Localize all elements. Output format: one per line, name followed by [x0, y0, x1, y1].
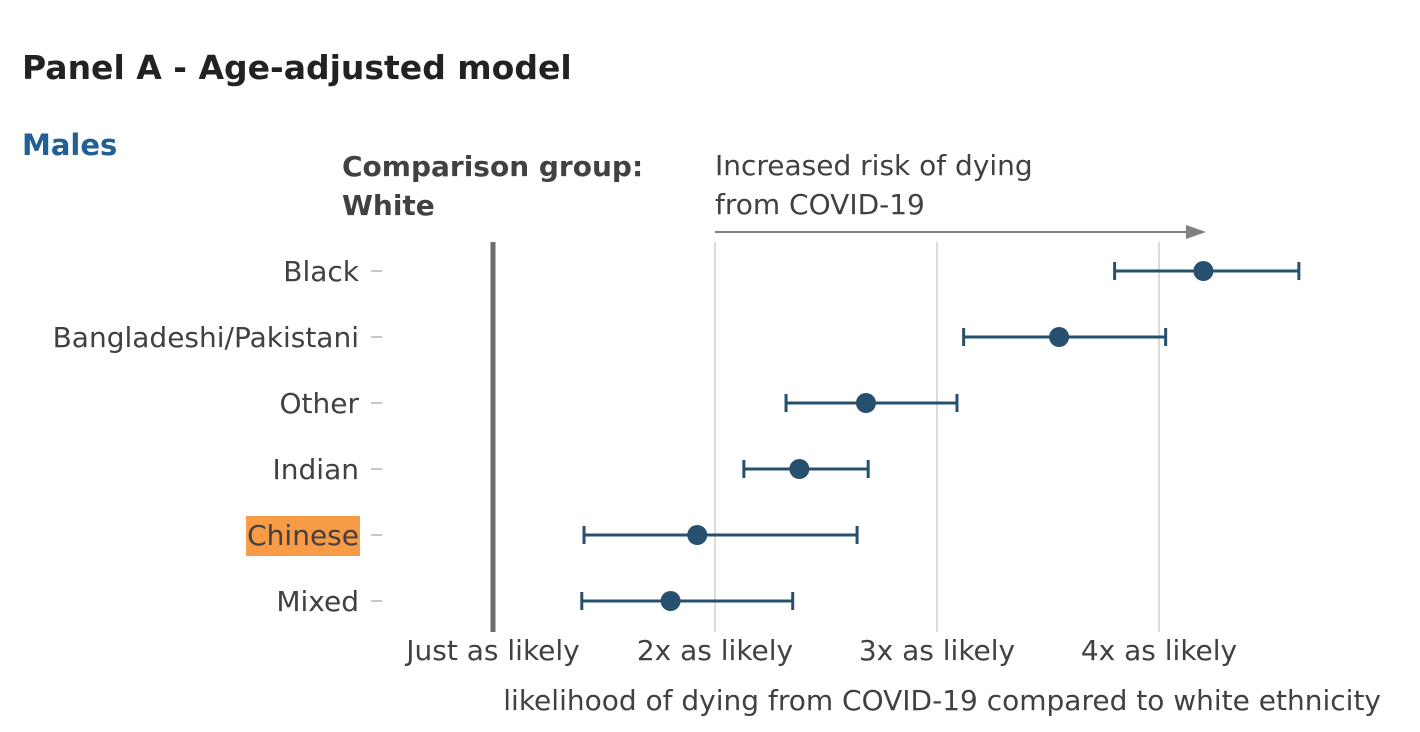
- x-axis-ticks: Just as likely 2x as likely 3x as likely 4x…: [404, 634, 1237, 667]
- point-other: [855, 393, 876, 413]
- points: [660, 261, 1214, 611]
- x-tick-label: Just as likely: [404, 634, 579, 667]
- annotation-line1: Increased risk of dying: [715, 149, 1033, 182]
- category-label-bangladeshi-pakistani: Bangladeshi/Pakistani: [53, 321, 359, 354]
- point-chinese: [687, 525, 708, 545]
- annotation-arrow-head: [1186, 225, 1206, 239]
- x-tick-label: 4x as likely: [1081, 634, 1237, 667]
- x-tick-label: 3x as likely: [859, 634, 1015, 667]
- category-highlight: [246, 516, 360, 556]
- annotation-line2: from COVID-19: [715, 188, 925, 221]
- point-bangladeshi-pakistani: [1049, 327, 1070, 347]
- error-bars: [580, 262, 1301, 610]
- comparison-label-line1: Comparison group:: [342, 150, 643, 183]
- category-label-black: Black: [283, 255, 360, 288]
- category-label-other: Other: [279, 387, 359, 420]
- category-label-mixed: Mixed: [276, 585, 359, 618]
- point-indian: [789, 459, 810, 479]
- subtitle-males: Males: [22, 128, 117, 162]
- x-axis-label: likelihood of dying from COVID-19 compar…: [503, 684, 1381, 717]
- grid-lines: [714, 242, 1160, 632]
- category-label-chinese: Chinese: [247, 519, 359, 552]
- category-axis: Black Bangladeshi/Pakistani Other Indian Chi…: [53, 255, 382, 618]
- point-mixed: [660, 591, 681, 611]
- x-tick-label: 2x as likely: [637, 634, 793, 667]
- comparison-label-line2: White: [342, 189, 435, 222]
- panel-title: Panel A - Age-adjusted model: [22, 48, 572, 87]
- category-label-indian: Indian: [273, 453, 359, 486]
- point-black: [1193, 261, 1214, 281]
